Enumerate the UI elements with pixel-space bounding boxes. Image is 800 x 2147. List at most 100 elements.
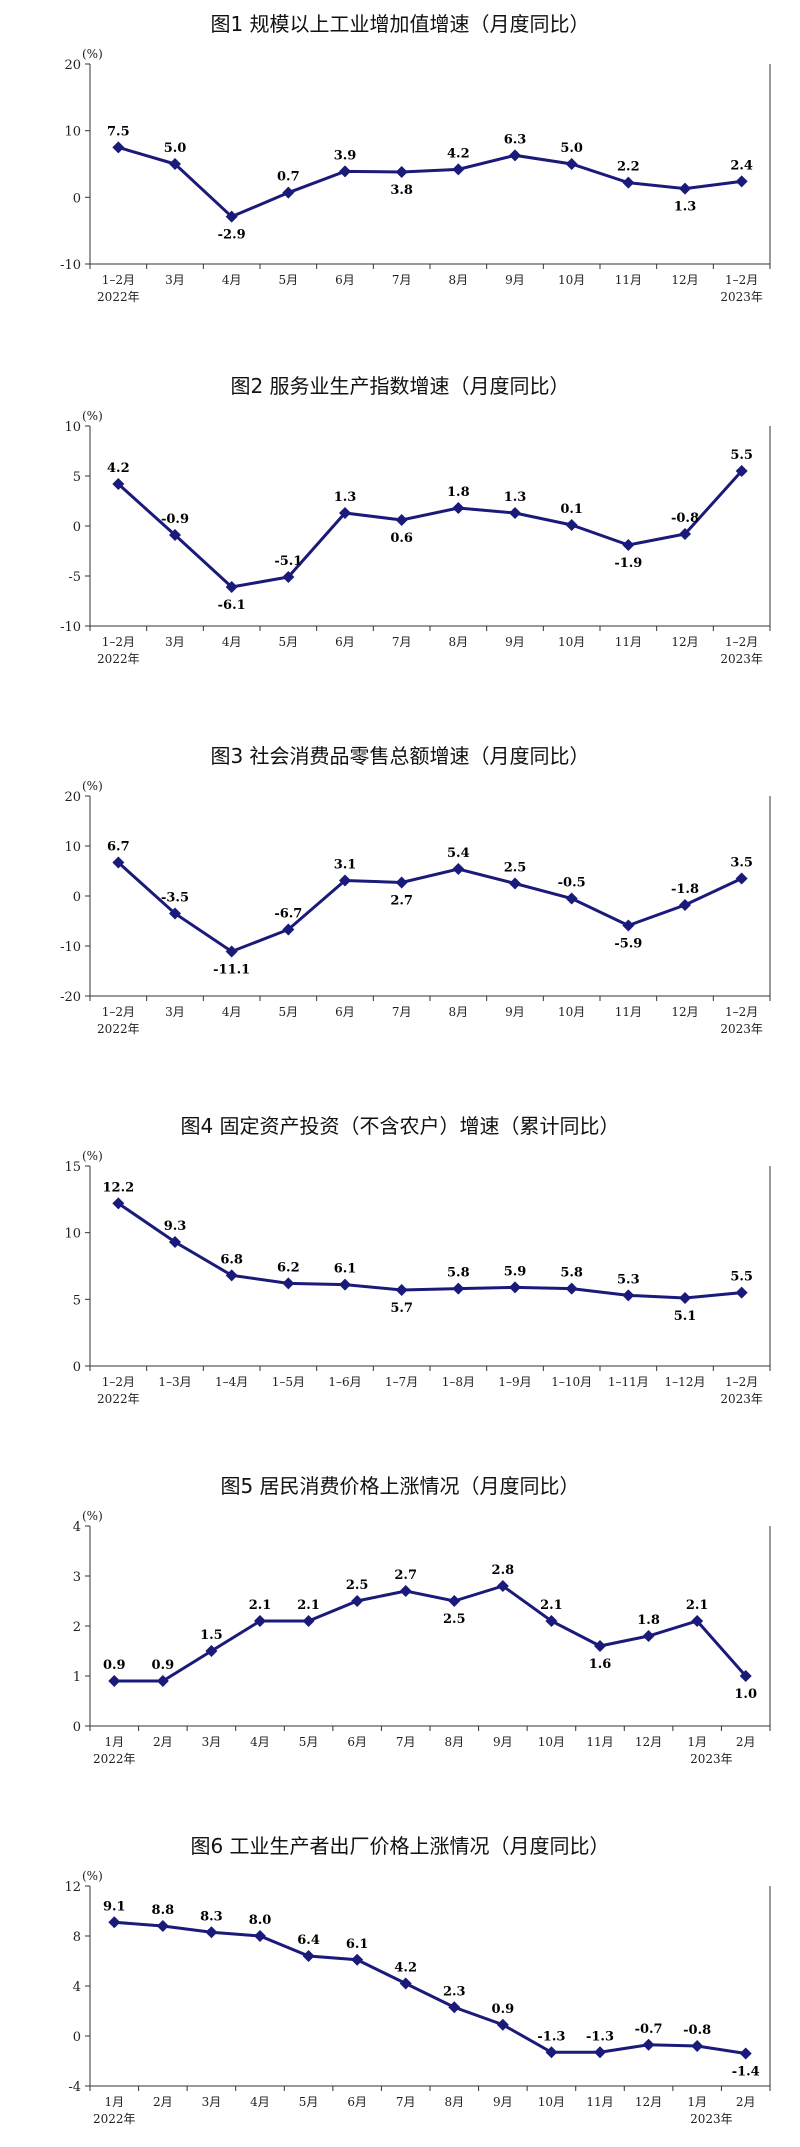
data-label: 1.5 bbox=[200, 1628, 223, 1643]
data-label: 1.8 bbox=[637, 1613, 660, 1628]
data-point bbox=[679, 528, 691, 540]
year-label-2023: 2023年 bbox=[720, 1022, 763, 1036]
data-label: -1.8 bbox=[671, 882, 699, 897]
data-label: 5.0 bbox=[560, 141, 583, 156]
y-tick-label: 0 bbox=[73, 2030, 81, 2045]
x-tick-label: 6月 bbox=[347, 2095, 367, 2109]
year-label-2022: 2022年 bbox=[97, 652, 140, 666]
data-point bbox=[399, 1585, 412, 1597]
data-point bbox=[339, 165, 351, 178]
x-tick-label: 11月 bbox=[615, 635, 642, 649]
y-tick-label: 0 bbox=[73, 1360, 81, 1375]
data-point bbox=[205, 1645, 218, 1657]
data-point bbox=[395, 166, 408, 178]
data-label: 2.3 bbox=[443, 1984, 466, 1999]
data-label: 2.5 bbox=[504, 861, 527, 876]
y-tick-label: -10 bbox=[60, 940, 81, 955]
x-tick-label: 3月 bbox=[165, 1005, 185, 1019]
data-label: 4.2 bbox=[394, 1961, 417, 1976]
x-tick-label: 10月 bbox=[538, 1735, 565, 1749]
data-point bbox=[735, 465, 748, 477]
data-label: 1.0 bbox=[734, 1687, 757, 1702]
data-label: 5.5 bbox=[730, 1270, 753, 1285]
chart-title: 图5 居民消费价格上涨情况（月度同比） bbox=[220, 1474, 580, 1498]
data-point bbox=[509, 149, 521, 162]
data-point bbox=[169, 907, 181, 920]
data-point bbox=[739, 1670, 752, 1682]
chart-title: 图6 工业生产者出厂价格上涨情况（月度同比） bbox=[190, 1834, 610, 1858]
data-point bbox=[594, 2046, 606, 2059]
data-label: 5.4 bbox=[447, 846, 470, 861]
data-point bbox=[496, 2018, 509, 2031]
chart-panel-3: 图3 社会消费品零售总额增速（月度同比） (%) -20 -10 0 10 20 1–2月 3… bbox=[0, 740, 800, 1080]
data-point bbox=[565, 892, 578, 905]
x-tick-label: 1–3月 bbox=[158, 1375, 191, 1389]
data-label: 7.5 bbox=[107, 124, 130, 139]
data-label: 2.4 bbox=[730, 158, 753, 173]
y-tick-label: 0 bbox=[73, 520, 81, 535]
x-tick-label: 11月 bbox=[615, 1005, 642, 1019]
data-point bbox=[565, 158, 578, 170]
x-tick-label: 4月 bbox=[222, 635, 242, 649]
year-label-2023: 2023年 bbox=[720, 1392, 763, 1406]
x-tick-label: 1–8月 bbox=[442, 1375, 475, 1389]
data-label: 9.3 bbox=[164, 1219, 187, 1234]
data-label: 8.3 bbox=[200, 1909, 223, 1924]
x-tick-label: 2月 bbox=[153, 2095, 173, 2109]
data-label: 1.6 bbox=[589, 1657, 612, 1672]
data-label: 5.9 bbox=[504, 1264, 527, 1279]
x-tick-label: 5月 bbox=[279, 1005, 299, 1019]
data-point bbox=[112, 856, 125, 869]
x-tick-label: 1–2月 bbox=[102, 273, 135, 287]
y-tick-label: 2 bbox=[73, 1620, 81, 1635]
data-point bbox=[691, 2040, 704, 2052]
data-label: 5.8 bbox=[560, 1266, 583, 1281]
line-chart-3: (%) -20 -10 0 10 20 1–2月 3月 4月 5月 6月 7月 8月 9月 10月 11月 12… bbox=[60, 779, 771, 1036]
y-tick-label: 3 bbox=[73, 1570, 81, 1585]
data-label: 12.2 bbox=[102, 1180, 134, 1195]
data-label: -1.3 bbox=[537, 2029, 565, 2044]
data-label: 6.3 bbox=[504, 132, 527, 147]
x-tick-label: 1月 bbox=[687, 2095, 707, 2109]
data-point bbox=[735, 872, 748, 885]
data-point bbox=[399, 1977, 412, 1990]
data-point bbox=[545, 2046, 558, 2059]
x-tick-label: 5月 bbox=[279, 635, 299, 649]
data-point bbox=[735, 1286, 748, 1299]
data-point bbox=[509, 507, 521, 519]
year-label-2023: 2023年 bbox=[690, 1752, 733, 1766]
data-point bbox=[622, 919, 635, 932]
data-point bbox=[565, 519, 578, 531]
data-point bbox=[679, 182, 691, 195]
data-label: 2.8 bbox=[492, 1563, 515, 1578]
x-tick-label: 1–2月 bbox=[725, 635, 758, 649]
data-point bbox=[642, 1630, 655, 1642]
data-label: 6.1 bbox=[346, 1937, 369, 1952]
x-tick-label: 1–7月 bbox=[385, 1375, 418, 1389]
x-tick-label: 9月 bbox=[493, 1735, 513, 1749]
data-label: 3.1 bbox=[334, 858, 357, 873]
data-point bbox=[622, 176, 635, 189]
data-label: 1.3 bbox=[334, 490, 357, 505]
data-point bbox=[282, 186, 295, 199]
x-tick-label: 8月 bbox=[444, 2095, 464, 2109]
x-tick-label: 1–6月 bbox=[328, 1375, 361, 1389]
data-label: 1.3 bbox=[674, 200, 697, 215]
x-tick-label: 3月 bbox=[165, 635, 185, 649]
data-point bbox=[254, 1615, 266, 1627]
data-point bbox=[679, 1292, 691, 1304]
data-point bbox=[156, 1675, 169, 1687]
data-point bbox=[735, 175, 748, 188]
data-label: 8.8 bbox=[152, 1903, 175, 1918]
unit-label: (%) bbox=[82, 1509, 103, 1523]
y-tick-label: 10 bbox=[64, 125, 81, 140]
unit-label: (%) bbox=[82, 1149, 103, 1163]
x-tick-label: 1月 bbox=[104, 1735, 124, 1749]
line-chart-2: (%) -10 -5 0 5 10 1–2月 3月 4月 5月 6月 7月 8月 9月 10月 11月 12月 1… bbox=[60, 409, 771, 666]
x-tick-label: 11月 bbox=[615, 273, 642, 287]
year-label-2022: 2022年 bbox=[93, 2112, 136, 2126]
data-label: 2.7 bbox=[390, 894, 413, 909]
y-tick-label: 10 bbox=[64, 840, 81, 855]
y-tick-label: 10 bbox=[64, 1227, 81, 1242]
data-point bbox=[302, 1950, 315, 1962]
